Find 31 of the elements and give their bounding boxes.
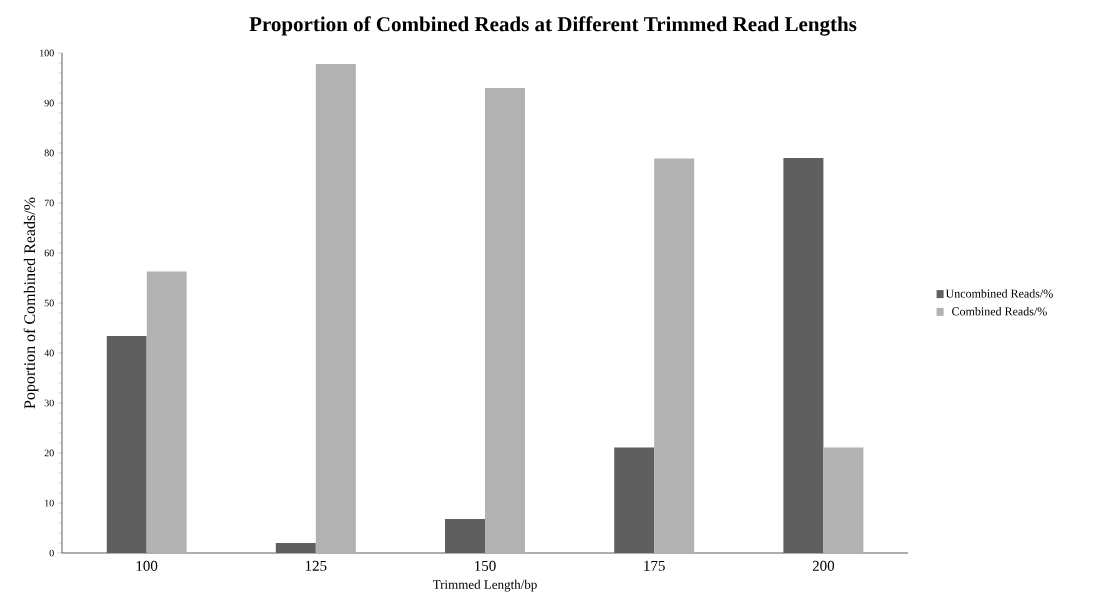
bar (445, 519, 485, 553)
x-tick-label: 100 (136, 560, 158, 571)
y-tick-label: 20 (44, 449, 54, 457)
bar (654, 158, 695, 553)
y-tick-label: 70 (44, 199, 54, 207)
bar (614, 447, 655, 553)
x-tick-label: 150 (475, 560, 496, 571)
y-tick-label: 50 (44, 299, 54, 307)
y-tick-label: 0 (49, 549, 54, 557)
y-tick-label: 80 (44, 149, 54, 157)
legend-label: Combined Reads/% (952, 307, 1047, 316)
chart-title: Proportion of Combined Reads at Different Trimmed Read Lengths (249, 16, 857, 36)
bar (146, 271, 187, 553)
x-axis-title: Trimmed Length/bp (432, 579, 537, 592)
y-tick-label: 60 (44, 249, 54, 257)
bar (106, 336, 147, 553)
bar (783, 158, 824, 553)
bar (823, 447, 864, 553)
y-tick-label: 30 (44, 399, 54, 407)
bar (315, 64, 356, 553)
legend-label: Uncombined Reads/% (945, 289, 1053, 298)
y-axis-title: Poportion of Combined Reads/% (23, 197, 39, 409)
x-tick-label: 125 (305, 560, 327, 571)
y-tick-label: 90 (44, 99, 54, 107)
x-tick-label: 200 (812, 560, 835, 571)
y-tick-label: 10 (45, 499, 54, 507)
x-tick-label: 175 (644, 560, 665, 571)
y-tick-label: 100 (40, 49, 54, 57)
bar (485, 88, 525, 553)
bar (275, 543, 316, 553)
y-tick-label: 40 (44, 349, 54, 357)
